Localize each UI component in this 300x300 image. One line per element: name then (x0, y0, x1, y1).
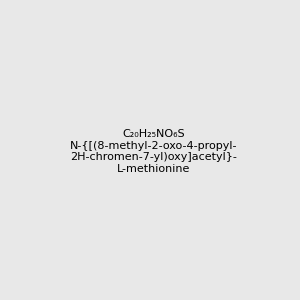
Text: C₂₀H₂₅NO₆S
N-{[(8-methyl-2-oxo-4-propyl-
2H-chromen-7-yl)oxy]acetyl}-
L-methioni: C₂₀H₂₅NO₆S N-{[(8-methyl-2-oxo-4-propyl-… (70, 129, 238, 174)
